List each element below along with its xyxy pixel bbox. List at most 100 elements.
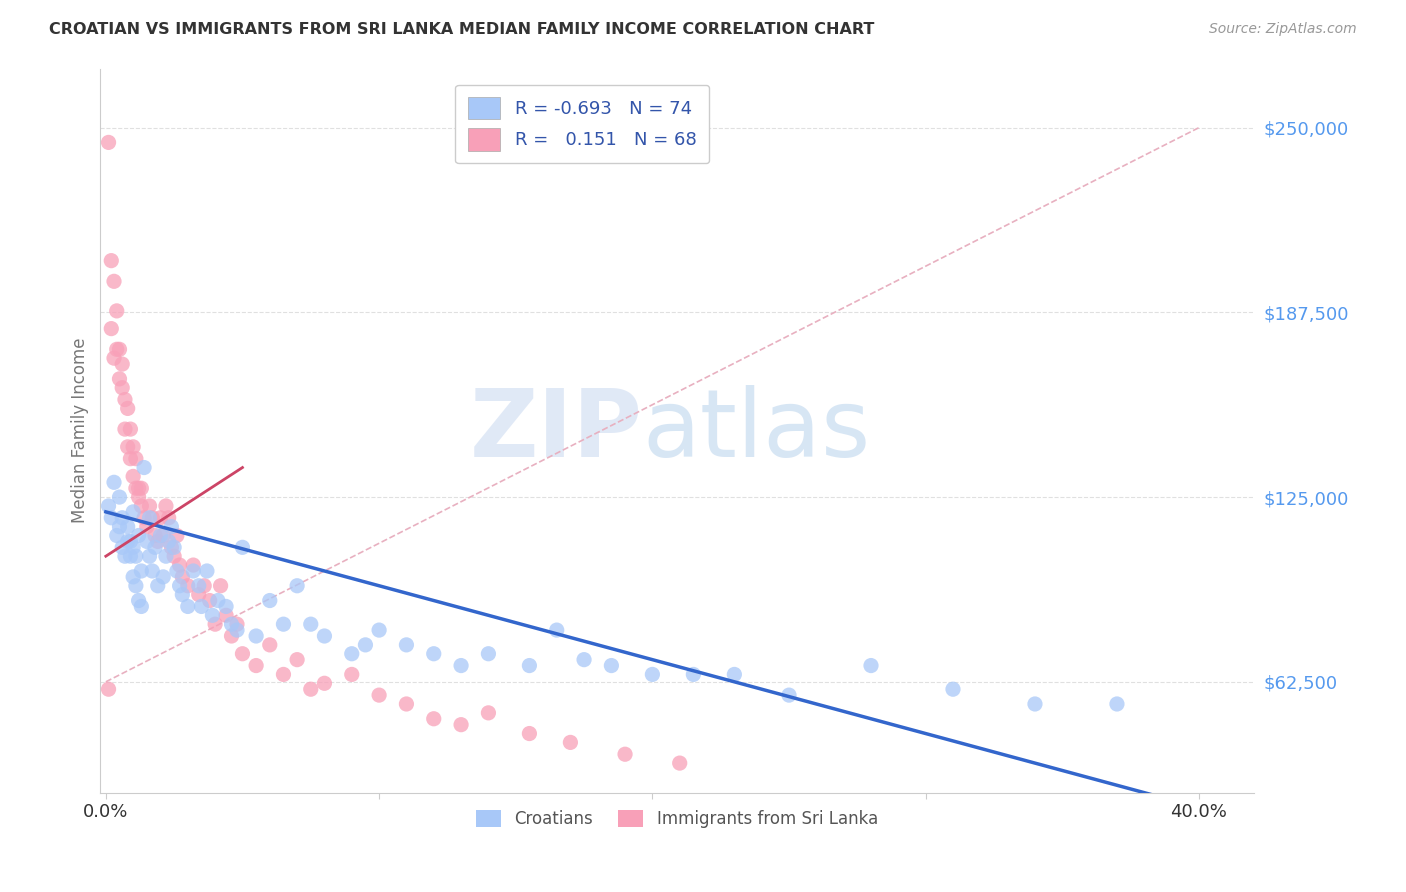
Point: [146, 579, 169, 593]
Point: [723, 667, 745, 681]
Point: [120, 422, 142, 436]
Text: CROATIAN VS IMMIGRANTS FROM SRI LANKA MEDIAN FAMILY INCOME CORRELATION CHART: CROATIAN VS IMMIGRANTS FROM SRI LANKA ME…: [49, 22, 875, 37]
Point: [128, 490, 150, 504]
Point: [859, 658, 882, 673]
Point: [122, 570, 145, 584]
Point: [942, 682, 965, 697]
Point: [122, 469, 145, 483]
Point: [166, 528, 188, 542]
Point: [259, 638, 281, 652]
Point: [169, 558, 191, 572]
Text: Source: ZipAtlas.com: Source: ZipAtlas.com: [1209, 22, 1357, 37]
Point: [450, 658, 472, 673]
Point: [368, 688, 391, 702]
Point: [423, 647, 446, 661]
Point: [155, 499, 177, 513]
Point: [169, 579, 191, 593]
Point: [477, 706, 499, 720]
Point: [149, 528, 172, 542]
Point: [193, 579, 215, 593]
Point: [120, 549, 142, 564]
Point: [122, 505, 145, 519]
Point: [100, 253, 122, 268]
Text: atlas: atlas: [643, 384, 870, 476]
Point: [215, 599, 238, 614]
Point: [340, 667, 363, 681]
Point: [117, 440, 139, 454]
Point: [209, 579, 232, 593]
Point: [231, 647, 253, 661]
Point: [450, 717, 472, 731]
Point: [138, 499, 160, 513]
Point: [135, 519, 157, 533]
Point: [120, 451, 142, 466]
Point: [177, 599, 200, 614]
Point: [395, 697, 418, 711]
Point: [105, 343, 128, 357]
Point: [546, 623, 568, 637]
Point: [125, 579, 148, 593]
Point: [146, 534, 169, 549]
Point: [259, 593, 281, 607]
Point: [111, 510, 134, 524]
Point: [100, 321, 122, 335]
Point: [207, 593, 229, 607]
Point: [97, 499, 120, 513]
Point: [152, 528, 174, 542]
Point: [105, 528, 128, 542]
Point: [117, 519, 139, 533]
Point: [149, 510, 172, 524]
Point: [141, 564, 163, 578]
Point: [166, 564, 188, 578]
Point: [141, 510, 163, 524]
Point: [285, 579, 308, 593]
Point: [572, 653, 595, 667]
Point: [519, 658, 541, 673]
Point: [103, 274, 125, 288]
Point: [226, 623, 249, 637]
Point: [204, 617, 226, 632]
Point: [226, 617, 249, 632]
Point: [143, 528, 166, 542]
Point: [114, 392, 136, 407]
Point: [395, 638, 418, 652]
Point: [778, 688, 800, 702]
Point: [135, 534, 157, 549]
Point: [600, 658, 623, 673]
Point: [340, 647, 363, 661]
Point: [285, 653, 308, 667]
Point: [1105, 697, 1128, 711]
Point: [614, 747, 637, 762]
Point: [1024, 697, 1046, 711]
Point: [423, 712, 446, 726]
Point: [668, 756, 690, 770]
Point: [160, 519, 183, 533]
Point: [157, 510, 180, 524]
Point: [181, 564, 204, 578]
Point: [108, 372, 131, 386]
Point: [172, 570, 194, 584]
Point: [190, 599, 212, 614]
Point: [299, 682, 322, 697]
Point: [163, 549, 186, 564]
Point: [131, 499, 153, 513]
Point: [221, 617, 243, 632]
Point: [114, 422, 136, 436]
Point: [155, 549, 177, 564]
Y-axis label: Median Family Income: Median Family Income: [72, 338, 89, 524]
Point: [273, 617, 295, 632]
Point: [105, 304, 128, 318]
Point: [138, 549, 160, 564]
Point: [131, 599, 153, 614]
Point: [100, 510, 122, 524]
Text: ZIP: ZIP: [470, 384, 643, 476]
Point: [477, 647, 499, 661]
Point: [117, 534, 139, 549]
Point: [560, 735, 582, 749]
Point: [111, 357, 134, 371]
Point: [108, 343, 131, 357]
Point: [114, 549, 136, 564]
Point: [132, 510, 155, 524]
Point: [122, 541, 145, 555]
Point: [314, 629, 336, 643]
